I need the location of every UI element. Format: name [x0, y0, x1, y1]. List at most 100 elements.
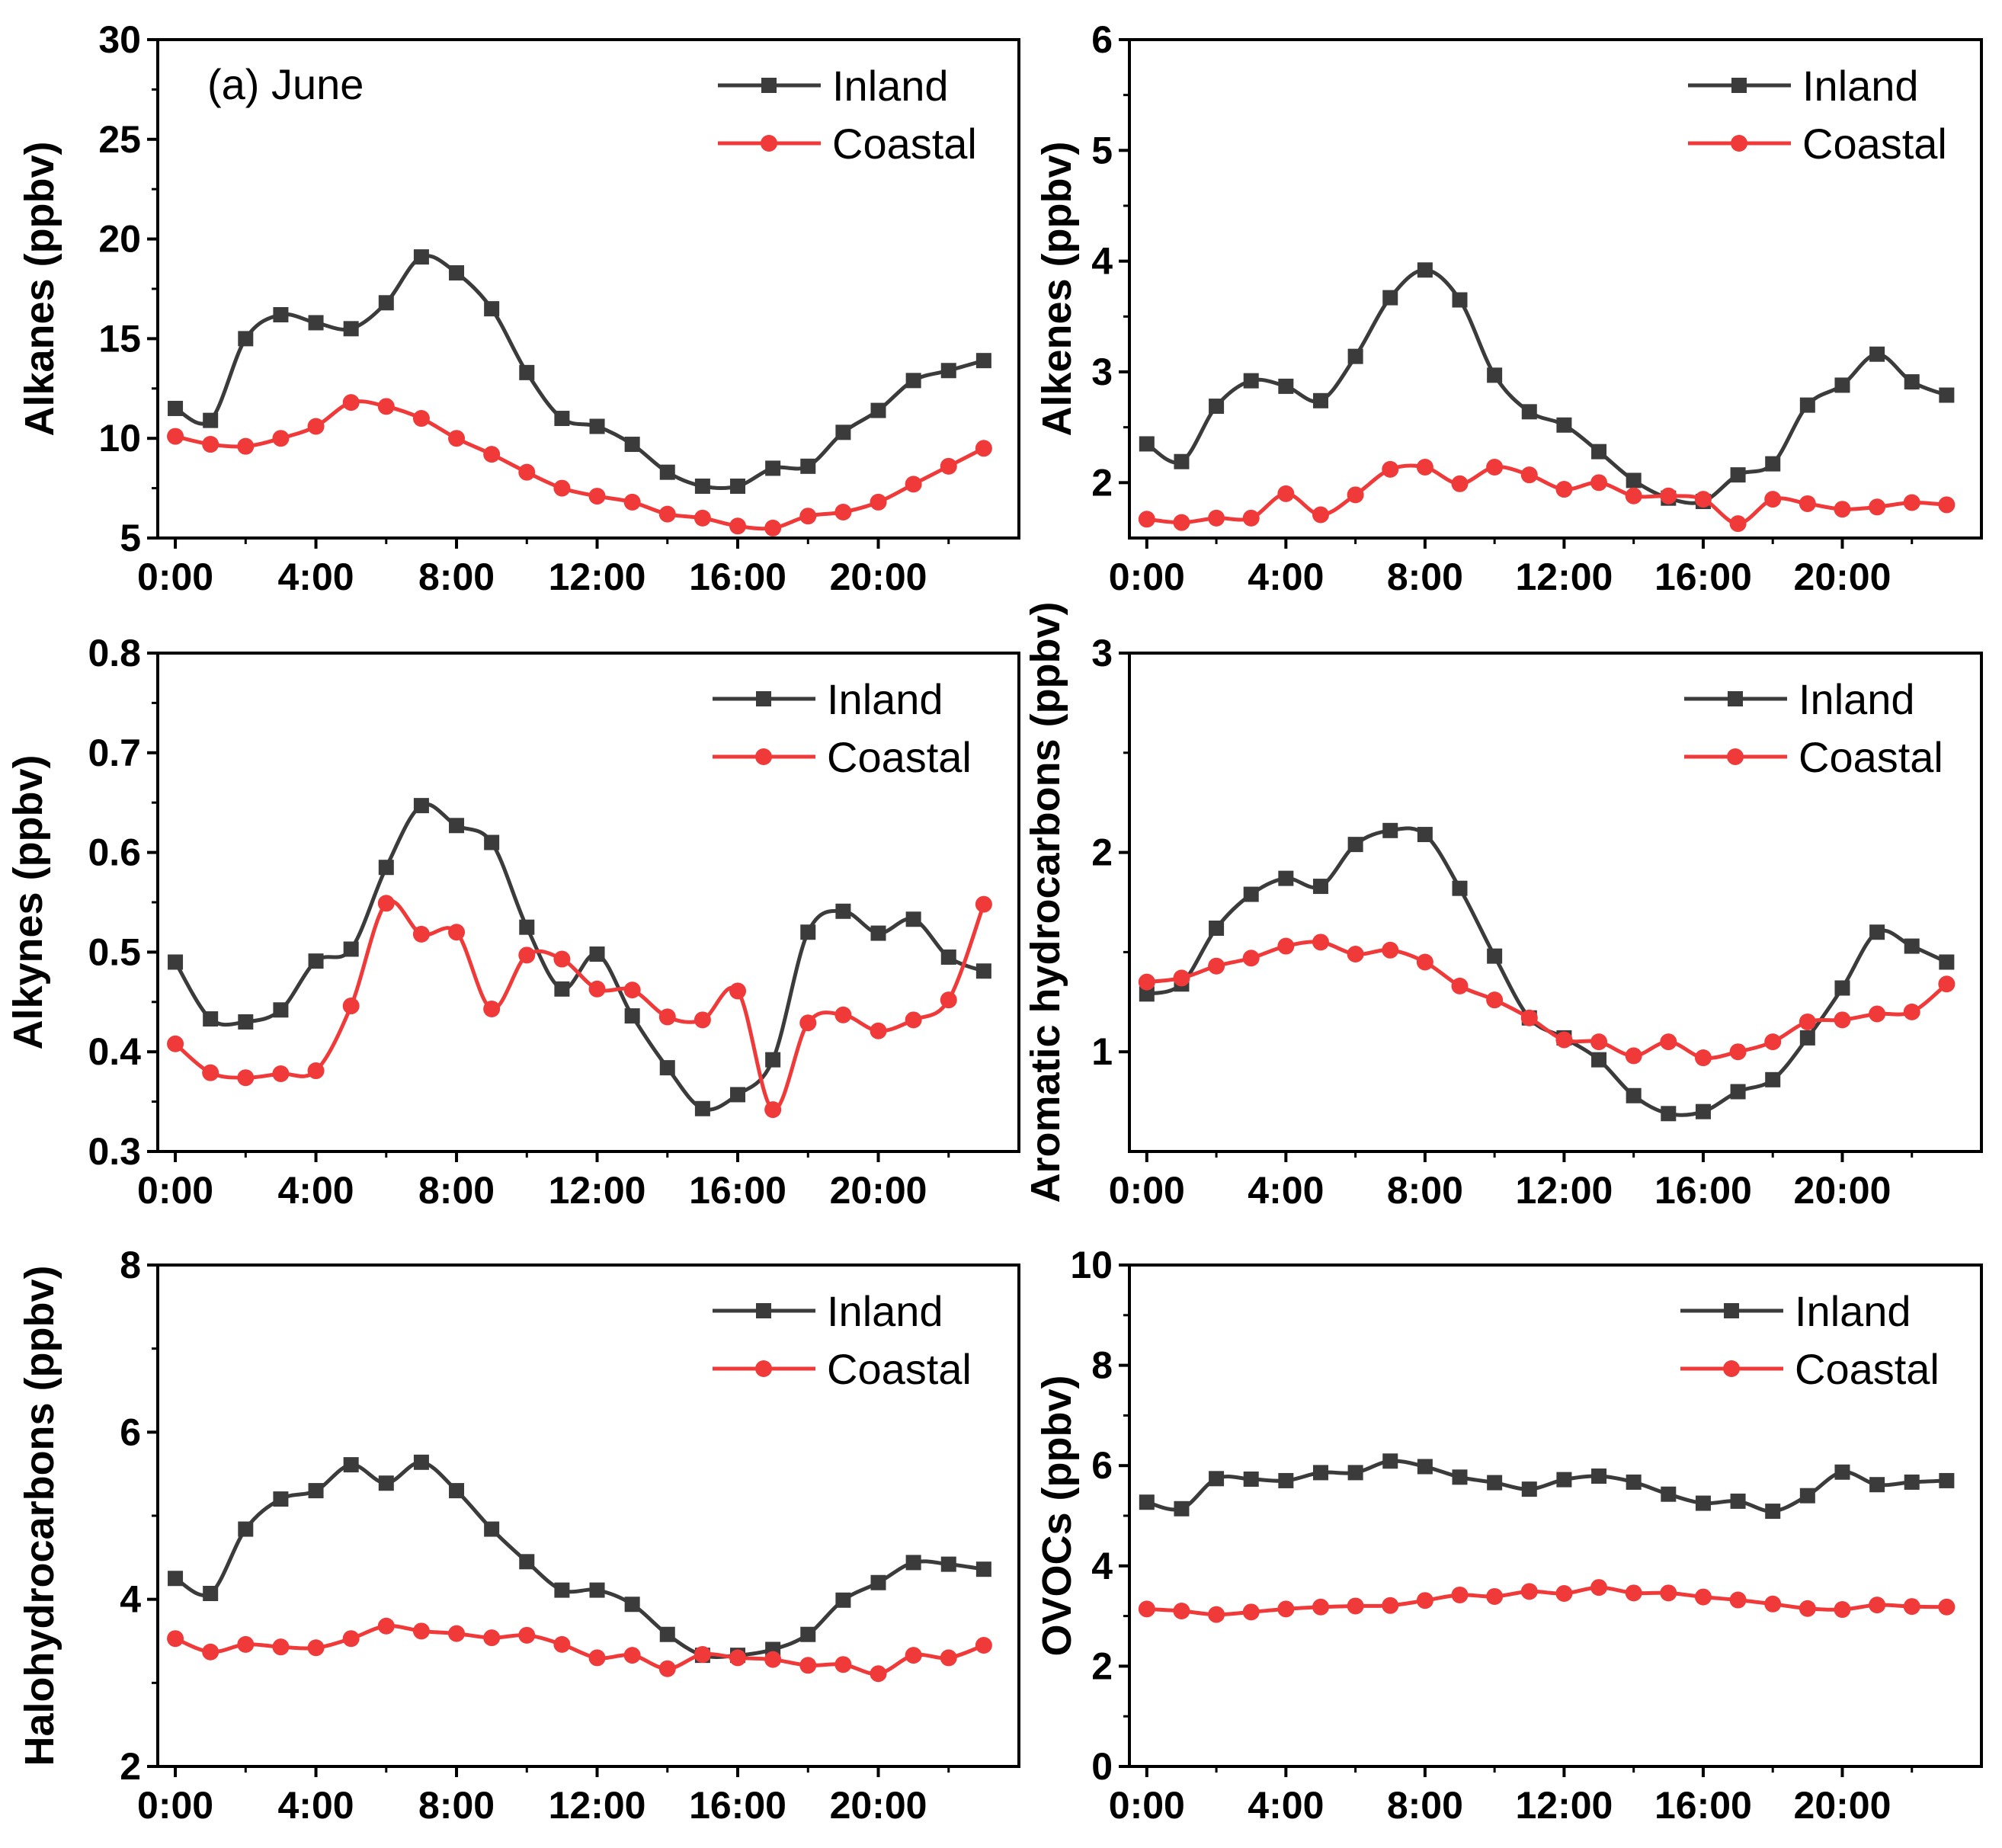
legend-label: Coastal: [832, 120, 977, 168]
data-point: [1242, 950, 1260, 967]
legend-label: Coastal: [1799, 733, 1943, 781]
data-point: [1799, 495, 1816, 512]
data-point: [412, 925, 430, 943]
plot-frame: [1128, 652, 1983, 1153]
data-point: [484, 834, 500, 850]
data-point: [1799, 1030, 1815, 1046]
series-coastal: [167, 394, 992, 536]
series-inland: [168, 1454, 991, 1664]
x-tick-label: 4:00: [1248, 1169, 1324, 1212]
data-point: [1312, 879, 1328, 895]
legend-marker: [1731, 135, 1747, 152]
data-point: [940, 991, 957, 1009]
data-point: [1834, 1601, 1851, 1619]
data-point: [168, 400, 184, 416]
data-point: [659, 1060, 675, 1076]
data-point: [730, 478, 746, 494]
data-point: [1591, 444, 1607, 460]
x-tick-label: 16:00: [689, 556, 786, 598]
data-point: [659, 1626, 675, 1642]
y-tick-label: 4: [1091, 1545, 1113, 1587]
x-tick-label: 12:00: [1515, 556, 1613, 598]
plot-frame: [156, 1263, 1020, 1768]
data-point: [1520, 466, 1538, 484]
data-point: [729, 1649, 747, 1667]
data-point: [870, 1574, 886, 1590]
data-point: [448, 430, 466, 447]
data-point: [483, 446, 501, 463]
data-point: [448, 1625, 466, 1642]
data-point: [1312, 1598, 1329, 1616]
data-point: [1730, 467, 1746, 483]
legend-marker: [1731, 78, 1747, 93]
x-tick-label: 4:00: [278, 1784, 354, 1827]
legend-marker: [1728, 691, 1743, 706]
legend-marker: [756, 1303, 771, 1318]
data-point: [1417, 262, 1433, 278]
x-tick-label: 16:00: [1654, 1169, 1752, 1212]
x-tick-label: 12:00: [549, 1784, 646, 1827]
series-line-inland: [1146, 826, 1948, 1117]
data-point: [765, 1052, 781, 1068]
data-point: [1799, 1013, 1816, 1030]
data-point: [1277, 485, 1295, 502]
data-point: [1173, 1603, 1190, 1620]
data-point: [484, 1521, 500, 1537]
series-inland: [168, 798, 991, 1116]
series-inland: [1139, 1453, 1955, 1520]
data-point: [378, 860, 394, 876]
series-line-coastal: [1146, 1585, 1947, 1617]
data-point: [1730, 1493, 1746, 1509]
data-point: [589, 418, 605, 434]
legend-marker: [761, 78, 777, 93]
data-point: [1416, 953, 1433, 971]
x-tick-label: 16:00: [1654, 1784, 1752, 1827]
series-line-inland: [1146, 1459, 1947, 1513]
data-point: [1556, 1472, 1572, 1488]
y-tick-label: 6: [1091, 18, 1113, 61]
x-tick-label: 8:00: [1387, 556, 1463, 598]
data-point: [1799, 1600, 1816, 1617]
data-point: [1903, 1598, 1920, 1616]
x-tick-label: 4:00: [1248, 556, 1324, 598]
data-point: [1938, 975, 1956, 993]
data-point: [588, 488, 606, 505]
data-point: [307, 418, 325, 435]
data-point: [1382, 1453, 1398, 1469]
y-tick-label: 10: [98, 417, 141, 460]
data-point: [554, 1582, 570, 1598]
data-point: [940, 1649, 957, 1667]
data-point: [1626, 472, 1642, 488]
data-point: [1939, 387, 1955, 403]
data-point: [659, 464, 675, 480]
data-point: [764, 1101, 782, 1119]
x-tick-label: 8:00: [418, 1784, 495, 1827]
data-point: [1173, 969, 1190, 987]
legend-label: Inland: [1802, 62, 1919, 110]
data-point: [834, 1006, 852, 1023]
data-point: [483, 1000, 501, 1017]
data-point: [1799, 1488, 1815, 1504]
data-point: [1694, 1588, 1712, 1606]
data-point: [624, 1008, 640, 1024]
data-point: [237, 437, 255, 455]
series-line-coastal: [1146, 940, 1948, 1060]
plot-frame: [156, 38, 1020, 540]
x-tick-label: 0:00: [1109, 1169, 1185, 1212]
data-point: [449, 1483, 465, 1499]
data-point: [343, 1457, 359, 1473]
data-point: [1208, 957, 1225, 975]
data-point: [1834, 1464, 1850, 1480]
data-point: [1312, 1465, 1328, 1481]
legend-label: Coastal: [827, 1345, 972, 1393]
data-point: [1452, 880, 1468, 896]
data-point: [1694, 491, 1712, 508]
data-point: [518, 463, 536, 481]
data-point: [343, 321, 359, 337]
data-point: [1452, 1469, 1468, 1485]
series-line-inland: [174, 254, 985, 491]
data-point: [1382, 290, 1398, 306]
y-tick-label: 0.5: [88, 930, 141, 973]
data-point: [413, 798, 429, 814]
data-point: [870, 493, 887, 511]
